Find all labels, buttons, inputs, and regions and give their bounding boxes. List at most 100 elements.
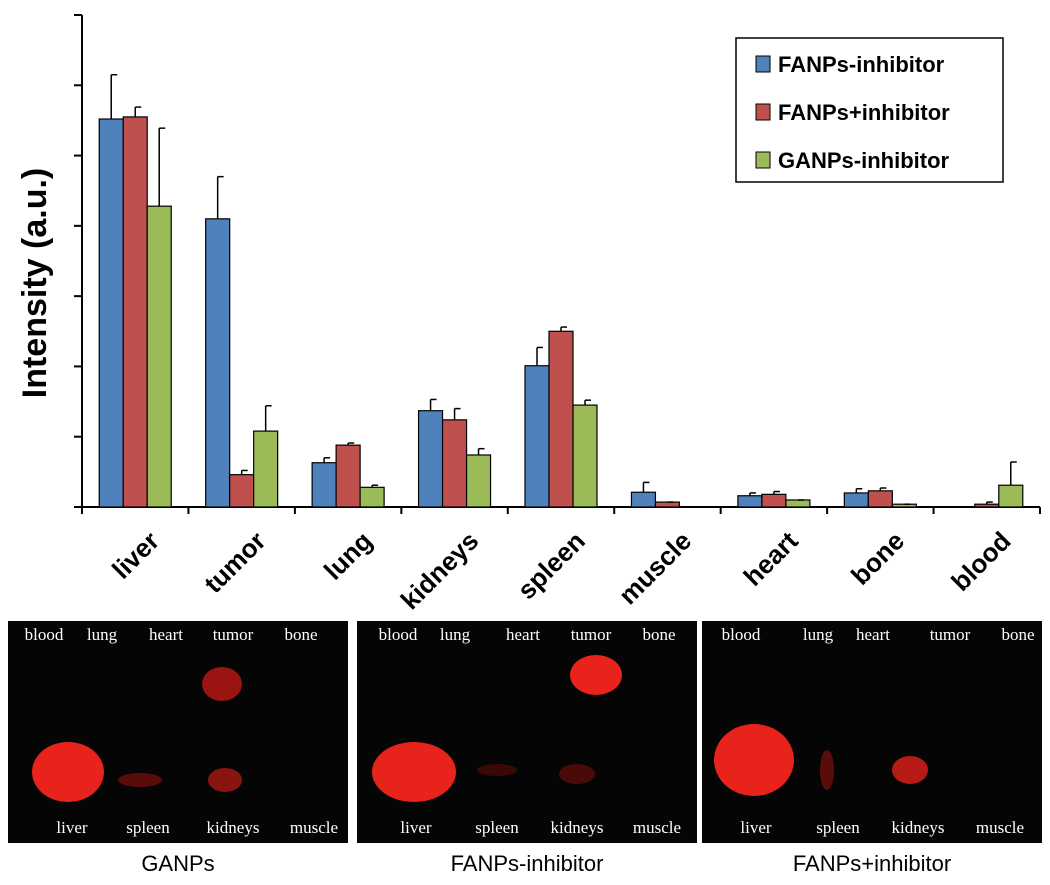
organ [559,764,595,784]
error-bar [642,481,650,493]
bar [974,503,1000,508]
x-tick-label: kidneys [395,526,485,616]
organ [208,768,242,792]
photo [8,621,348,843]
organ-label: lung [803,625,834,644]
organ [570,655,622,695]
x-tick-label: heart [738,525,804,591]
bar [548,330,574,508]
bar [572,404,598,508]
x-tick-label: lung [318,526,378,586]
legend-box [735,37,1004,183]
organ-label: bone [1001,625,1034,644]
legend-label: FANPs+inhibitor [778,100,950,125]
error-bar [240,469,248,475]
error-bar [773,490,780,495]
organ-label: kidneys [551,818,604,837]
organ [820,750,834,790]
error-bar [429,398,437,411]
bar [761,493,787,508]
organ [714,724,794,796]
organ-label: kidneys [207,818,260,837]
organ-label: blood [25,625,64,644]
legend-swatch [755,151,771,169]
bar [630,491,657,508]
error-bar [879,487,887,491]
x-tick-label: muscle [613,526,698,611]
organ [202,667,242,701]
error-bar [986,501,993,505]
organ-label: liver [740,818,771,837]
x-tick-label: blood [945,526,1016,597]
organ-label: bone [284,625,317,644]
organ-label: spleen [475,818,519,837]
x-tick-label: bone [845,526,910,591]
bar [524,365,550,508]
error-bar [134,106,142,117]
organ-label: spleen [816,818,860,837]
organ [118,773,162,787]
y-axis-label: Intensity (a.u.) [16,168,54,398]
x-tick-label: spleen [511,526,590,605]
error-bar [560,326,567,332]
organ [892,756,928,784]
organ-label: muscle [633,818,681,837]
bar [465,454,492,508]
organ [32,742,104,802]
organ-label: muscle [976,818,1024,837]
bar [335,444,361,508]
bar [843,492,869,508]
organ-label: blood [722,625,761,644]
photo-caption: FANPs+inhibitor [793,851,951,876]
error-bar [110,73,118,120]
organ-label: lung [87,625,118,644]
bar [737,495,763,508]
error-bar [584,399,591,406]
organ-label: liver [400,818,431,837]
organ-label: tumor [213,625,254,644]
organ-label: heart [506,625,540,644]
organ-label: heart [149,625,183,644]
organ-label: tumor [571,625,612,644]
legend-swatch [755,103,771,121]
error-bar [1010,461,1017,486]
legend-label: FANPs-inhibitor [778,52,945,77]
organ-label: lung [440,625,471,644]
bar [417,410,444,508]
bar [146,205,172,508]
organ-label: tumor [930,625,971,644]
error-bar [477,447,485,455]
bar [311,462,337,508]
organ-label: spleen [126,818,170,837]
bar [253,430,279,508]
error-bar [453,407,461,420]
photo-caption: GANPs [141,851,214,876]
bar [998,484,1024,508]
error-bar [749,492,756,496]
organ [372,742,456,802]
organ-label: blood [379,625,418,644]
bar [229,474,255,508]
error-bar [855,487,863,493]
bar [122,116,148,508]
photo-panels [8,621,1042,843]
organ-label: heart [856,625,890,644]
photo-caption: FANPs-inhibitor [451,851,604,876]
organ [477,764,517,776]
bar [785,499,811,508]
bar [98,118,124,508]
bar [867,490,893,508]
organ-label: muscle [290,818,338,837]
error-bar [371,484,379,488]
organ-label: kidneys [892,818,945,837]
error-bar [158,127,166,207]
organ-label: liver [56,818,87,837]
error-bar [216,175,224,219]
legend-swatch [755,55,771,73]
bar [359,486,385,508]
photo [357,621,697,843]
bar [441,419,468,508]
x-tick-label: liver [106,526,165,585]
bar [205,218,231,508]
